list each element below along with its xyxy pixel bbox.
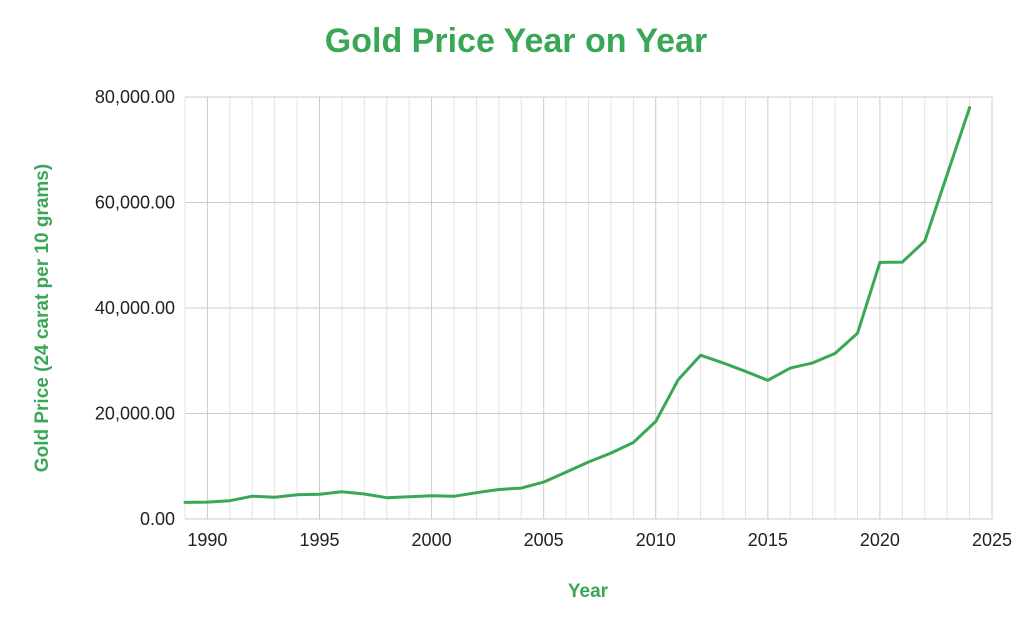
data-point [856,332,859,335]
data-point [520,487,523,490]
x-tick-label: 2010 [636,530,676,550]
x-tick-label: 2015 [748,530,788,550]
data-point [408,495,411,498]
data-point [453,495,456,498]
data-point [946,173,949,176]
data-point [766,379,769,382]
data-point [318,493,321,496]
data-point [363,493,366,496]
data-point [385,496,388,499]
data-point [587,461,590,464]
data-point [654,420,657,423]
data-point [834,352,837,355]
x-tick-label: 1995 [299,530,339,550]
data-point [565,471,568,474]
y-tick-label: 40,000.00 [95,298,175,318]
x-tick-label: 1990 [187,530,227,550]
gridlines [184,96,993,520]
data-point [251,495,254,498]
series-line [183,106,972,504]
data-point [609,452,612,455]
data-point [878,261,881,264]
x-tick-label: 2025 [972,530,1012,550]
y-axis-title: Gold Price (24 carat per 10 grams) [32,164,53,472]
chart-title: Gold Price Year on Year [325,22,707,60]
data-point [340,490,343,493]
y-tick-label: 0.00 [140,509,175,529]
data-point [699,354,702,357]
y-tick-label: 60,000.00 [95,193,175,213]
data-point [744,370,747,373]
data-point [430,494,433,497]
x-tick-label: 2020 [860,530,900,550]
data-point [677,378,680,381]
data-point [497,488,500,491]
y-tick-label: 80,000.00 [95,87,175,107]
x-tick-label: 2005 [524,530,564,550]
series-layer [183,106,972,504]
data-point [789,367,792,370]
x-axis-title: Year [568,581,609,602]
data-point [923,240,926,243]
data-point [184,501,187,504]
y-tick-label: 20,000.00 [95,404,175,424]
tick-labels: 0.00 20,000.00 40,000.00 60,000.00 80,000.00… [95,87,1012,550]
data-point [542,481,545,484]
data-point [901,261,904,264]
data-point [722,361,725,364]
data-point [968,106,971,109]
data-point [206,501,209,504]
data-point [811,361,814,364]
data-point [632,441,635,444]
data-point [296,493,299,496]
x-tick-label: 2000 [412,530,452,550]
data-point [475,491,478,494]
data-point [228,499,231,502]
data-point [273,496,276,499]
